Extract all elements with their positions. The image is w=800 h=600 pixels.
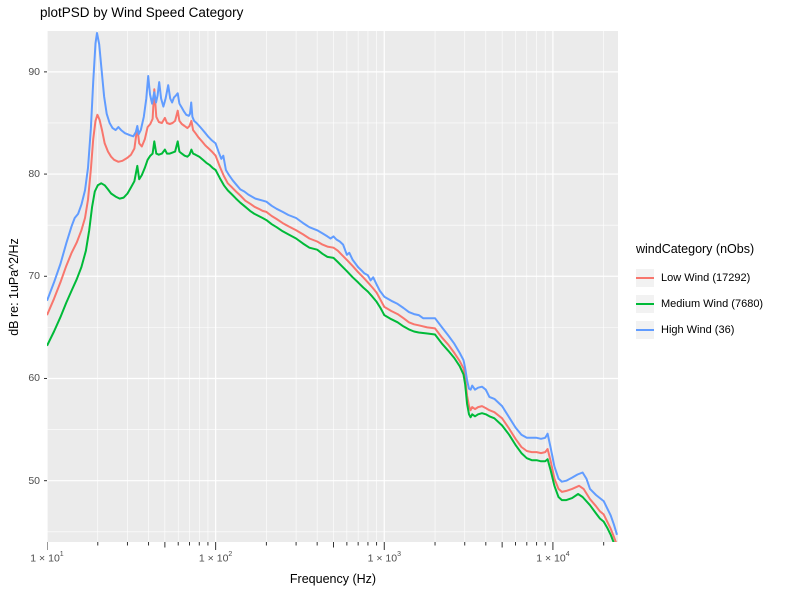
series-line-high-wind-36 [47,32,618,536]
y-tick-label: 80 [28,168,40,181]
legend-key-line [636,329,654,332]
legend-item-low-wind: Low Wind (17292) [636,265,800,291]
y-tick-label: 50 [28,474,40,487]
legend-key-swatch [636,321,654,339]
legend-title: windCategory (nObs) [636,242,755,256]
legend-key-line [636,277,654,280]
x-tick-label: 1 × 101 [30,551,64,565]
x-tick-label: 1 × 104 [536,551,570,565]
x-tick-label: 1 × 102 [198,551,233,565]
y-axis-ticks [44,71,47,482]
y-tick-label: 90 [28,65,40,78]
legend: windCategory (nObs) Low Wind (17292) Med… [636,242,800,343]
legend-key-swatch [636,295,654,313]
chart-canvas [47,31,618,542]
y-tick-label: 70 [28,270,40,283]
x-axis-ticks [47,542,605,550]
legend-item-label: Medium Wind (7680) [661,298,764,310]
series-line-low-wind-17292 [47,88,617,542]
legend-item-label: High Wind (36) [661,324,735,336]
x-tick-label: 1 × 103 [367,551,401,565]
legend-item-medium-wind: Medium Wind (7680) [636,291,800,317]
y-tick-label: 60 [28,372,40,385]
y-axis-title: dB re: 1uPa^2/Hz [7,238,21,336]
series-line-medium-wind-7680 [47,140,615,542]
legend-item-label: Low Wind (17292) [661,272,751,284]
legend-item-high-wind: High Wind (36) [636,317,800,343]
plot-title: plotPSD by Wind Speed Category [40,5,244,20]
plot-panel [47,31,618,542]
legend-key-line [636,303,654,306]
x-axis-title: Frequency (Hz) [289,572,377,586]
legend-key-swatch [636,269,654,287]
